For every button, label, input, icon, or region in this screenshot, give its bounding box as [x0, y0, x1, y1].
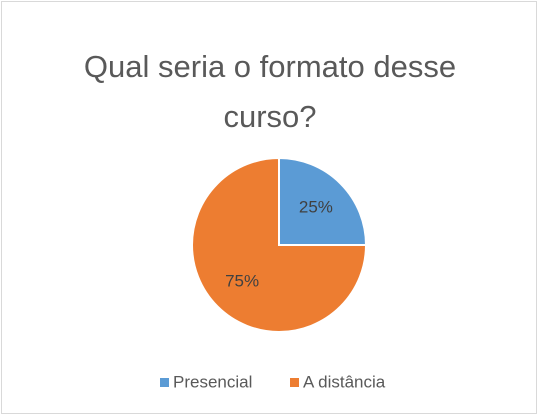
legend-label: Presencial [173, 372, 252, 391]
chart-title: Qual seria o formato desse curso? [83, 49, 457, 134]
pie-slice [278, 156, 368, 246]
data-label: 25% [299, 198, 333, 217]
legend-swatch [290, 378, 299, 387]
legend-swatch [160, 378, 169, 387]
data-label: 75% [225, 271, 259, 290]
legend-label: A distância [303, 372, 386, 391]
pie-slice [191, 156, 368, 333]
